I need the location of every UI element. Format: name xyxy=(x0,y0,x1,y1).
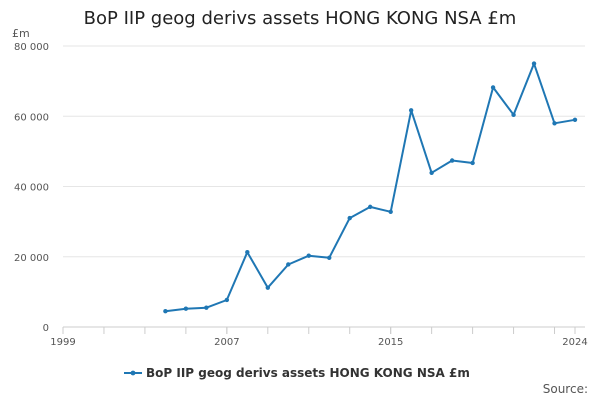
data-point[interactable] xyxy=(408,108,414,113)
chart-title: BoP IIP geog derivs assets HONG KONG NSA… xyxy=(83,8,517,29)
data-point[interactable] xyxy=(388,209,393,214)
data-point[interactable] xyxy=(183,306,189,311)
legend: BoP IIP geog derivs assets HONG KONG NSA… xyxy=(124,366,470,380)
x-tick-label: 2007 xyxy=(214,337,239,348)
data-point[interactable] xyxy=(224,297,230,303)
data-point[interactable] xyxy=(163,308,168,314)
data-point[interactable] xyxy=(572,117,578,122)
data-point[interactable] xyxy=(347,215,352,221)
series-group xyxy=(163,61,578,314)
data-point[interactable] xyxy=(449,158,455,163)
x-tick-label: 2015 xyxy=(378,337,403,348)
legend-marker xyxy=(130,370,136,376)
data-point[interactable] xyxy=(306,253,311,258)
data-point[interactable] xyxy=(429,170,434,176)
series-line xyxy=(165,62,576,313)
data-point[interactable] xyxy=(204,305,209,310)
data-point[interactable] xyxy=(245,249,250,255)
y-axis-label: £m xyxy=(12,27,30,40)
data-point[interactable] xyxy=(368,204,373,210)
grid-lines xyxy=(63,45,585,328)
x-axis: 1999 2007 2015 2024 xyxy=(50,326,588,348)
y-tick-label: 20 000 xyxy=(14,253,49,264)
data-point[interactable] xyxy=(265,285,270,290)
source-label: Source: xyxy=(542,382,588,396)
data-point[interactable] xyxy=(531,61,537,66)
y-tick-label: 60 000 xyxy=(14,112,49,123)
legend-label[interactable]: BoP IIP geog derivs assets HONG KONG NSA… xyxy=(146,366,470,380)
data-point[interactable] xyxy=(286,262,291,267)
data-point[interactable] xyxy=(552,121,557,126)
data-point[interactable] xyxy=(490,85,496,90)
data-point[interactable] xyxy=(327,255,332,261)
data-point[interactable] xyxy=(470,160,475,166)
x-tick-label: 1999 xyxy=(50,337,75,348)
y-axis-tick-labels: 0 20 000 40 000 60 000 80 000 xyxy=(14,42,49,334)
y-tick-label: 80 000 xyxy=(14,42,49,53)
y-tick-label: 0 xyxy=(43,323,49,334)
y-tick-label: 40 000 xyxy=(14,183,49,194)
x-tick-label: 2024 xyxy=(562,337,587,348)
data-point[interactable] xyxy=(511,112,516,118)
